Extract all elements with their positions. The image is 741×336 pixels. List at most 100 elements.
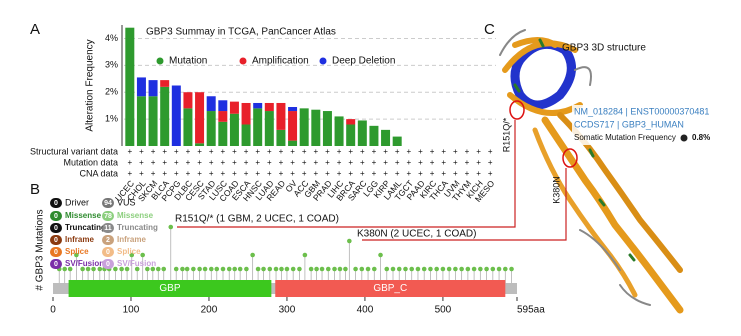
structure-graphic [499,29,684,314]
lollipop-head [509,266,514,272]
bar-segment [148,80,158,97]
lollipop-head [343,266,348,272]
transcript-id[interactable]: NM_018284 | ENST00000370481 [574,106,709,116]
bar-segment [136,77,146,97]
bar-segment [264,111,274,146]
lollipop-head [353,266,358,272]
lollipop-head [496,266,502,272]
legend-label: Missense [65,211,102,220]
protein-id[interactable]: CCDS717 | GBP3_HUMAN [574,119,684,129]
lollipop-head [214,266,220,272]
profiled-marker: + [279,169,284,178]
lollipop-head [459,266,464,272]
bar-segment [253,108,263,146]
legend-badge [102,223,114,233]
bar-segment [264,102,274,112]
x-tick-label: 595aa [517,305,545,316]
legend-badge [102,211,114,221]
profiled-marker: + [360,158,365,167]
bar-segment [357,120,367,146]
lollipop-head [134,266,140,272]
profiled-marker: + [174,158,179,167]
profiled-marker: + [220,169,225,178]
profiled-marker: + [418,158,423,167]
profiled-marker: + [151,169,156,178]
lollipop-head [403,266,408,272]
lollipop-head [297,266,302,272]
lollipop-head [273,266,279,272]
legend-marker [239,57,247,65]
bar-segment [253,102,263,109]
x-tick-label: 500 [435,305,452,316]
legend-count: 0 [54,249,58,256]
bar-segment [206,96,216,112]
profiled-marker: + [325,158,330,167]
lollipop-head [421,266,427,272]
lollipop-head [232,266,238,272]
lollipop-head [124,266,130,272]
profiled-marker: + [151,147,156,156]
lollipop-head [85,266,91,272]
lollipop-head [332,266,337,272]
legend-badge [50,198,62,208]
profiled-marker: + [209,158,214,167]
profiled-marker: + [244,169,249,178]
profiled-marker: + [174,169,179,178]
legend-count: 0 [54,225,58,232]
bar-segment [288,140,298,146]
lollipop-head [347,238,352,244]
lollipop-head [284,266,290,272]
lollipop-head [129,252,135,258]
lollipop-head [67,266,73,272]
profiled-marker: + [197,147,202,156]
lollipop-head [261,266,266,272]
info-icon[interactable] [680,134,688,142]
lollipop-head [202,266,208,272]
profiled-marker: + [348,158,353,167]
panel-label: C [484,21,495,38]
profiled-marker: + [476,158,481,167]
profiled-marker: + [232,169,237,178]
profiled-marker: + [395,169,400,178]
profiled-marker: + [453,147,458,156]
bar-segment [183,92,193,109]
profiled-marker: + [232,147,237,156]
profiled-marker: + [476,169,481,178]
profiled-marker: + [488,169,493,178]
bar-segment [276,102,286,130]
bar-segment [346,124,356,146]
mutation-site [509,100,525,120]
profiled-marker: + [418,169,423,178]
legend-count: 94 [104,200,112,207]
profiled-marker: + [383,147,388,156]
lollipop-head [365,266,371,272]
connector [362,168,567,241]
legend-badge [102,247,114,257]
bar-segment [241,102,251,125]
profiled-marker: + [430,169,435,178]
lollipop-head [465,266,471,272]
legend-count: 0 [54,213,58,220]
profiled-marker: + [267,169,272,178]
profiled-marker: + [127,169,132,178]
lollipop-head [220,266,226,272]
y-tick-label: 4% [105,33,118,43]
profiled-marker: + [255,158,260,167]
lollipop-head [150,266,156,272]
lollipop-head [145,266,150,272]
profiled-marker: + [267,147,272,156]
legend-badge [102,235,114,245]
bar-segment [311,109,321,146]
profiled-marker: + [360,147,365,156]
bar-segment [288,111,298,141]
domain-label: GBP_C [373,283,407,294]
profiled-marker: + [127,158,132,167]
legend-label: Mutation [169,56,207,67]
legend-count: 0 [54,200,58,207]
legend-label: Driver [65,197,89,207]
profiled-marker: + [337,169,342,178]
panel-label: B [30,181,40,198]
row-label: Structural variant data [30,146,118,156]
bar-segment [218,100,228,112]
legend-badge [50,235,62,245]
